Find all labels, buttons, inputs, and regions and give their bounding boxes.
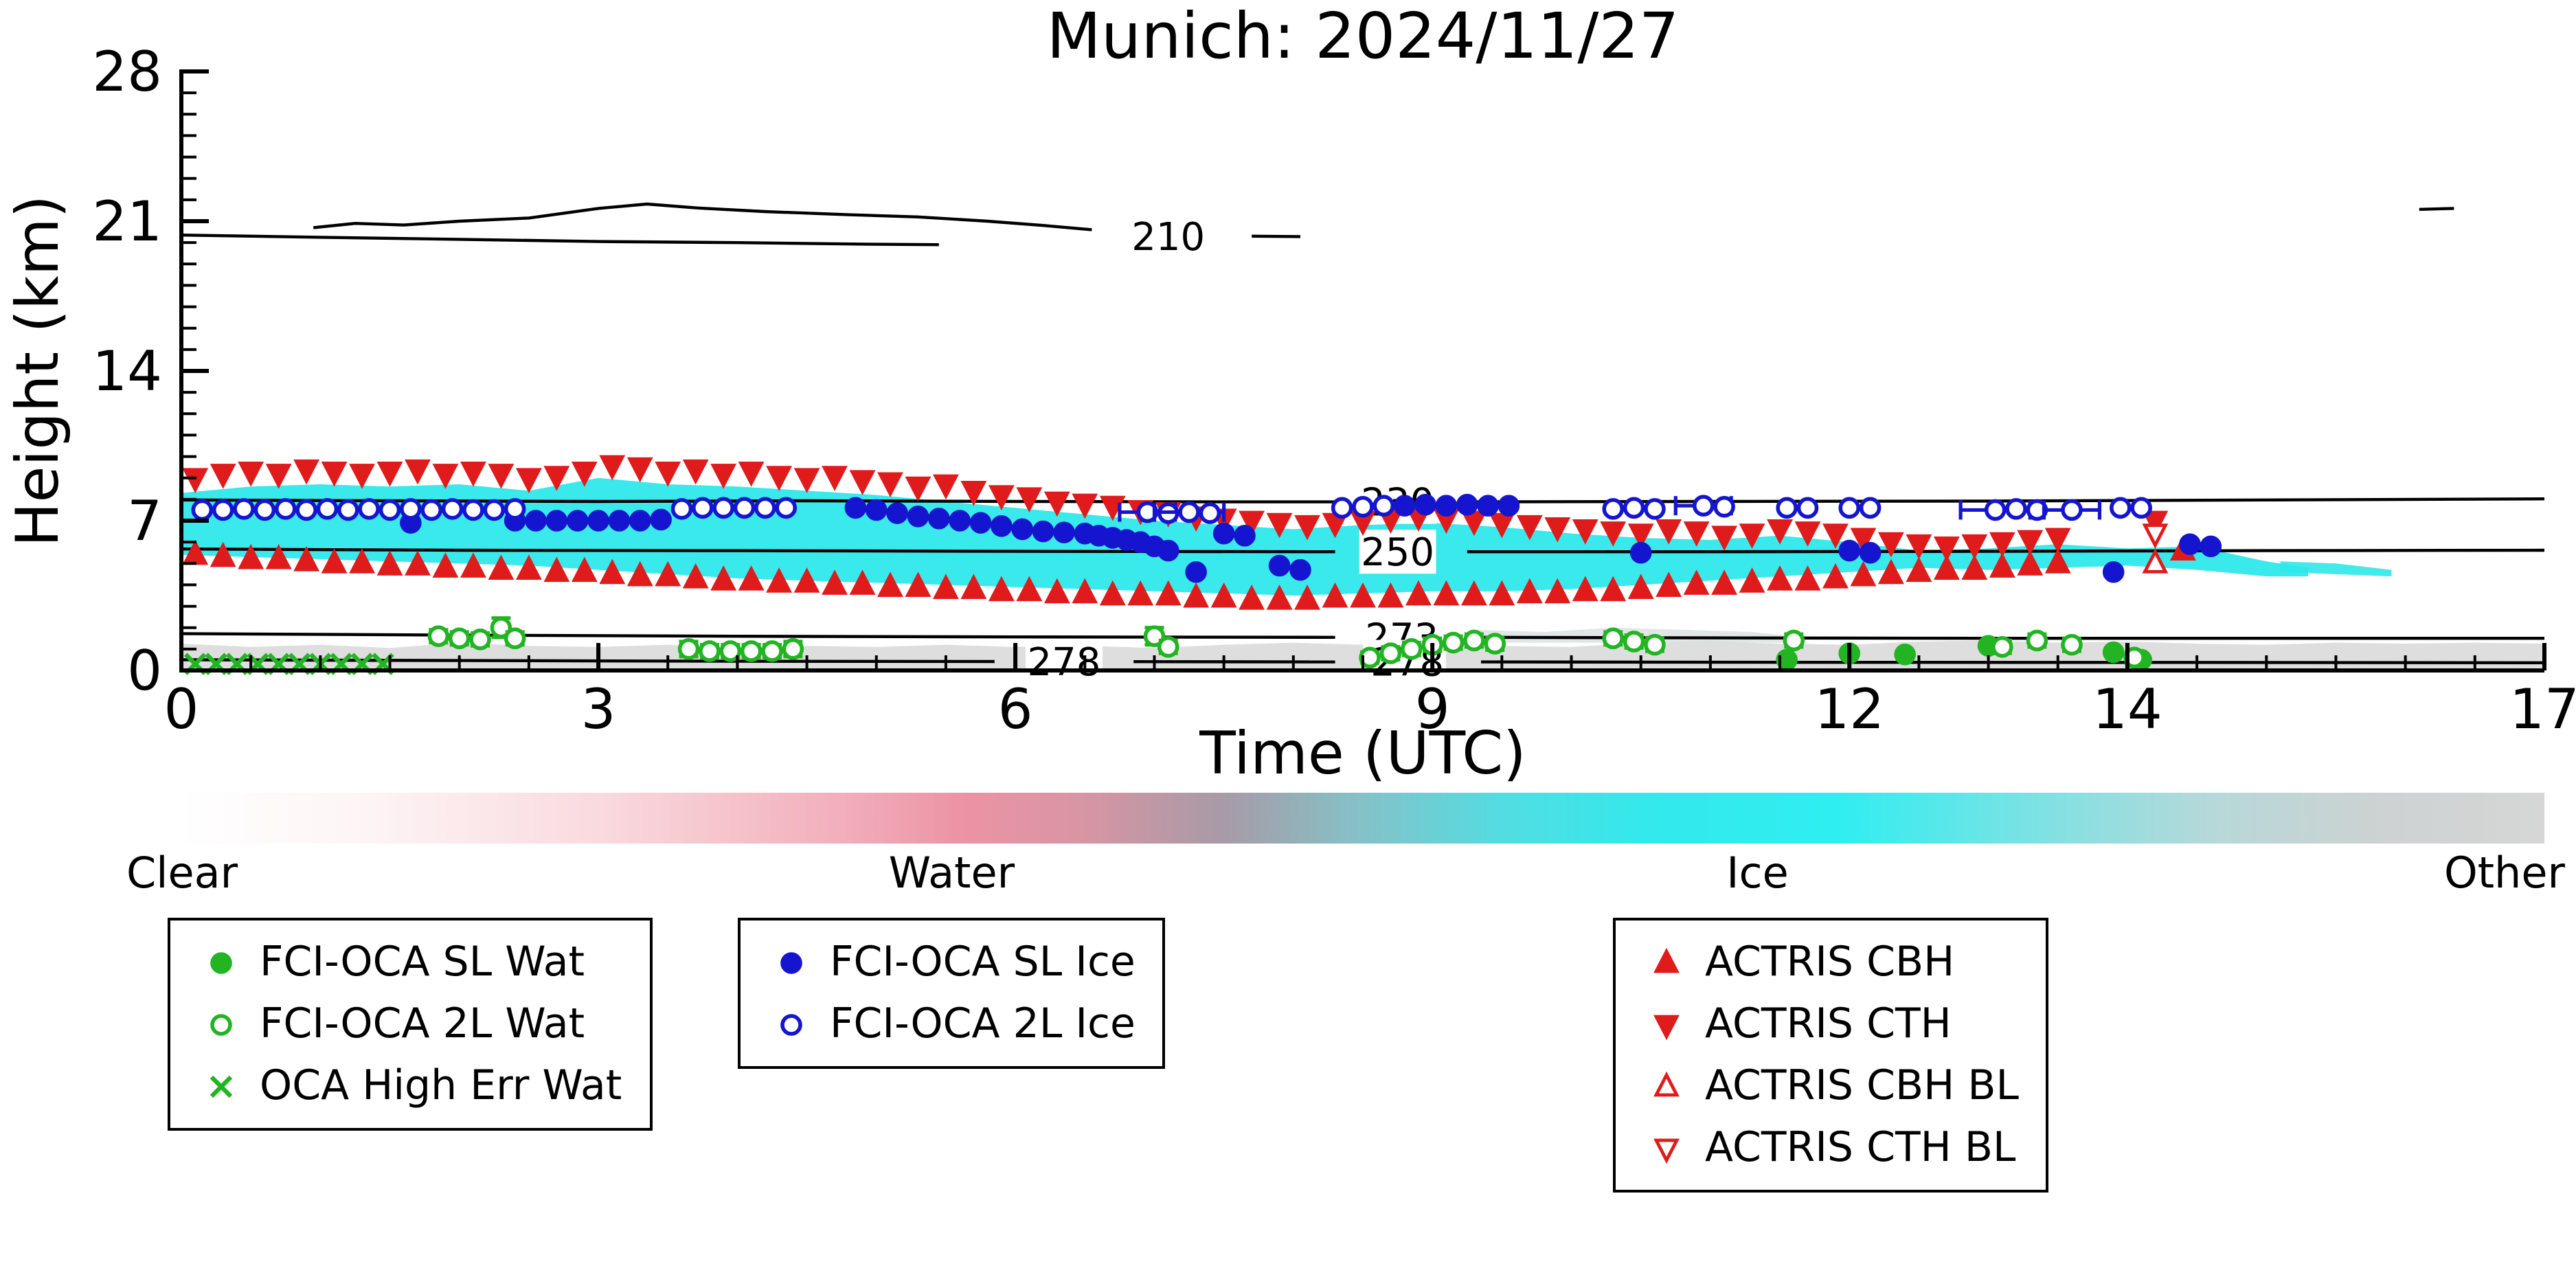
scatter-series-layer	[182, 455, 2222, 675]
legend-entry-label: FCI-OCA 2L Wat	[260, 1000, 585, 1048]
colorbar-label-other: Other	[2443, 849, 2565, 899]
contour-label-bg	[1025, 639, 1103, 683]
circle-marker-icon	[210, 1013, 232, 1035]
chart-title: Munich: 2024/11/27	[1047, 0, 1680, 73]
legend-entry-label: ACTRIS CTH BL	[1705, 1124, 2016, 1172]
contour-210	[313, 202, 1092, 231]
time-height-chart: Munich: 2024/11/27 Height (km) Time (UTC…	[3, 0, 2576, 788]
legend-actris-products: ACTRIS CBH ACTRIS CTH ACTRIS CBH BL ACTRIS …	[1613, 918, 2049, 1193]
contour-273	[181, 632, 1335, 639]
contour-250	[1467, 548, 2545, 554]
x-tick-label: 3	[581, 677, 616, 741]
y-tick-label: 28	[92, 40, 162, 104]
contour-210	[2419, 207, 2454, 211]
temperature-contours-layer: 210230250273278278	[181, 202, 2545, 686]
colorbar-label-water: Water	[888, 849, 1015, 899]
x-tick-label: 9	[1415, 677, 1450, 741]
circle-marker-icon	[780, 951, 802, 973]
legend-entry: FCI-OCA 2L Ice	[765, 993, 1138, 1055]
legend-entry: ACTRIS CBH BL	[1640, 1055, 2022, 1117]
tri-down-marker-icon	[1653, 1138, 1680, 1164]
contour-210	[1252, 234, 1301, 238]
x-marker-icon	[210, 1074, 233, 1098]
x-tick-label: 14	[2092, 677, 2162, 741]
legend-ice-products: FCI-OCA SL Ice FCI-OCA 2L Ice	[738, 918, 1166, 1069]
y-tick-label: 7	[127, 489, 162, 553]
series-fci-oca-2l-ice	[191, 495, 2152, 524]
colorbar-label-clear: Clear	[126, 849, 238, 899]
series-actris-cbh-bl	[2142, 548, 2169, 574]
tri-up-marker-icon	[1653, 1070, 1680, 1096]
legend-entry: FCI-OCA 2L Wat	[195, 993, 624, 1055]
axes-layer: 0 7 14 21 28 0 3 6 9 12 14 17	[92, 40, 2576, 741]
y-axis-label: Height (km)	[3, 195, 72, 547]
y-tick-label: 0	[127, 639, 162, 703]
legend-water-products: FCI-OCA SL Wat FCI-OCA 2L Wat OCA High Err…	[168, 918, 653, 1131]
tri-up-marker-icon	[1653, 947, 1680, 973]
contour-250	[181, 547, 1335, 554]
legend-entry-label: ACTRIS CBH	[1705, 938, 1955, 986]
legend-entry: OCA High Err Wat	[195, 1055, 624, 1117]
legend-entry-label: FCI-OCA 2L Ice	[830, 1000, 1136, 1048]
contour-label-250: 250	[1361, 530, 1434, 575]
legend-entry-label: OCA High Err Wat	[260, 1062, 622, 1110]
series-actris-cth-bl	[2142, 523, 2169, 549]
legend-entry: FCI-OCA SL Wat	[195, 931, 624, 993]
series-fci-oca-sl-ice	[400, 493, 2222, 583]
tri-down-marker-icon	[1653, 1014, 1680, 1040]
contour-label-278: 278	[1027, 640, 1100, 685]
legend-entry: FCI-OCA SL Ice	[765, 931, 1138, 993]
region-ice-patch-right	[2280, 561, 2392, 576]
x-tick-label: 17	[2509, 677, 2576, 741]
legend-entry-label: ACTRIS CTH	[1705, 1000, 1952, 1048]
phase-colorbar	[181, 793, 2544, 844]
legend-entry-label: ACTRIS CBH BL	[1705, 1062, 2019, 1110]
x-axis-label: Time (UTC)	[1199, 719, 1526, 788]
x-tick-label: 6	[998, 677, 1033, 741]
legend-entry: ACTRIS CBH	[1640, 931, 2022, 993]
contour-label-210: 210	[1131, 215, 1205, 260]
legend-entry-label: FCI-OCA SL Ice	[830, 938, 1136, 986]
circle-marker-icon	[780, 1013, 802, 1035]
contour-label-bg	[1359, 530, 1436, 574]
contour-210	[181, 234, 939, 247]
legend-entry: ACTRIS CTH BL	[1640, 1117, 2022, 1179]
x-tick-label: 12	[1814, 677, 1884, 741]
circle-marker-icon	[210, 951, 232, 973]
legend-entry: ACTRIS CTH	[1640, 993, 2022, 1055]
colorbar-label-ice: Ice	[1726, 849, 1789, 899]
contour-label-bg	[1129, 214, 1207, 258]
y-tick-label: 21	[92, 190, 162, 253]
y-tick-label: 14	[92, 339, 162, 403]
x-tick-label: 0	[164, 677, 199, 741]
legend-entry-label: FCI-OCA SL Wat	[260, 938, 585, 986]
